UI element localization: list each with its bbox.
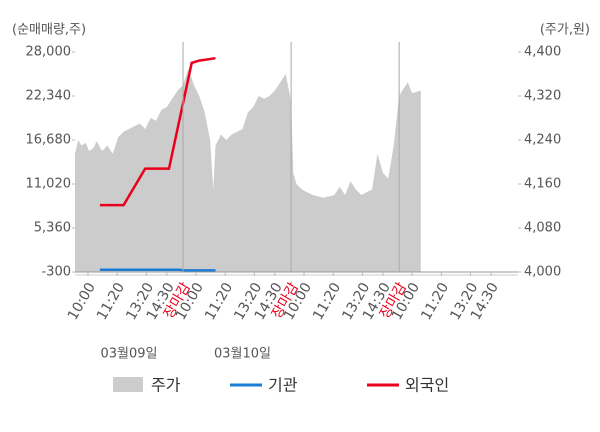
legend-label: 기관 — [268, 376, 298, 395]
x-tick-label: 10:00 — [65, 280, 99, 323]
x-tick-label: 11:20 — [418, 280, 452, 323]
y-tick-label: 16,680 — [26, 133, 72, 148]
x-tick-label: 11:20 — [202, 280, 236, 323]
date-label: 03월09일 — [101, 347, 158, 362]
y-tick-label: 5,360 — [34, 221, 71, 236]
date-label: 03월10일 — [214, 347, 271, 362]
x-tick-label: 11:20 — [310, 280, 344, 323]
y2-tick-label: 4,320 — [524, 89, 561, 104]
price-area — [75, 68, 421, 272]
legend-label: 주가 — [151, 376, 181, 395]
legend-swatch — [113, 377, 143, 392]
y-tick-label: 28,000 — [26, 45, 72, 60]
y-axis-label: (순매매량,주) — [12, 23, 86, 38]
y2-tick-label: 4,160 — [524, 177, 561, 192]
y-tick-label: 22,340 — [26, 89, 72, 104]
y2-tick-label: 4,000 — [524, 265, 561, 280]
x-tick-label: 11:20 — [94, 280, 128, 323]
legend-label: 외국인 — [405, 376, 449, 395]
y-tick-label: -300 — [41, 265, 71, 280]
series-line — [99, 56, 216, 207]
y2-axis-label: (주가,원) — [540, 23, 590, 38]
y2-tick-label: 4,080 — [524, 221, 561, 236]
y2-tick-label: 4,400 — [524, 45, 561, 60]
y2-tick-label: 4,240 — [524, 133, 561, 148]
y-tick-label: 11,020 — [26, 177, 72, 192]
series-line — [99, 268, 216, 272]
